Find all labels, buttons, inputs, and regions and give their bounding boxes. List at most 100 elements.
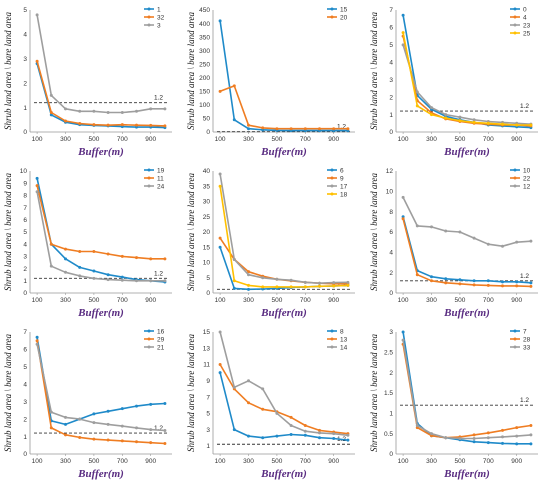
data-point xyxy=(49,242,53,246)
y-tick-label: 5 xyxy=(23,229,27,236)
data-point xyxy=(332,284,336,288)
y-tick-label: 1 xyxy=(206,443,210,450)
x-tick-label: 900 xyxy=(511,297,522,304)
data-point xyxy=(92,123,96,127)
y-tick-label: 30 xyxy=(203,199,211,206)
legend-marker xyxy=(147,184,151,188)
data-point xyxy=(472,433,476,437)
legend-marker xyxy=(513,23,517,27)
reference-label: 1.2 xyxy=(154,425,163,432)
series-line xyxy=(219,186,348,288)
data-point xyxy=(149,402,153,406)
x-tick-label: 100 xyxy=(215,136,226,143)
data-point xyxy=(64,415,67,419)
x-tick-label: 900 xyxy=(328,458,339,465)
data-point xyxy=(401,217,405,221)
y-tick-label: 2 xyxy=(23,80,27,87)
data-point xyxy=(515,284,519,288)
series-line xyxy=(36,185,165,260)
data-point xyxy=(49,264,53,268)
data-point xyxy=(346,280,350,284)
data-point xyxy=(430,432,433,436)
data-point xyxy=(458,230,462,234)
data-point xyxy=(275,411,279,415)
data-point xyxy=(149,441,153,445)
x-axis-title: Buffer(m) xyxy=(260,307,307,319)
data-point xyxy=(289,415,293,419)
data-point xyxy=(529,284,533,288)
x-tick-label: 100 xyxy=(215,297,226,304)
data-point xyxy=(303,424,307,428)
y-tick-label: 400 xyxy=(199,21,210,28)
data-point xyxy=(261,387,265,391)
data-point xyxy=(106,252,110,256)
legend-marker xyxy=(147,337,151,341)
legend-marker xyxy=(147,168,151,172)
legend-marker xyxy=(147,15,151,19)
data-point xyxy=(289,424,293,428)
data-point xyxy=(501,280,504,284)
x-tick-label: 100 xyxy=(398,458,409,465)
y-tick-label: 5 xyxy=(23,364,27,371)
data-point xyxy=(346,127,350,131)
data-point xyxy=(92,421,96,425)
data-point xyxy=(106,409,110,413)
data-point xyxy=(78,250,82,254)
y-tick-label: 6 xyxy=(389,229,393,236)
x-axis-title: Buffer(m) xyxy=(77,468,124,480)
x-tick-label: 100 xyxy=(32,136,43,143)
x-tick-label: 900 xyxy=(328,136,339,143)
data-point xyxy=(78,417,82,421)
legend-label: 22 xyxy=(523,175,531,182)
y-tick-label: 7 xyxy=(23,205,27,212)
y-tick-label: 0.5 xyxy=(384,431,393,438)
x-tick-label: 300 xyxy=(243,458,254,465)
data-point xyxy=(529,433,533,437)
y-tick-label: 35 xyxy=(203,183,211,190)
legend-label: 8 xyxy=(340,328,344,335)
data-point xyxy=(163,401,167,405)
legend-marker xyxy=(513,168,517,172)
data-point xyxy=(486,279,490,283)
chart-panel: 0 50 100 150 200 250 300 350 400 450 100 300 500 700 9… xyxy=(183,0,366,161)
data-point xyxy=(106,110,110,114)
legend-marker xyxy=(513,15,517,19)
data-point xyxy=(430,225,433,229)
legend-label: 10 xyxy=(523,167,531,174)
data-point xyxy=(135,109,138,113)
series-line xyxy=(36,63,165,129)
x-axis-title: Buffer(m) xyxy=(443,307,490,319)
data-point xyxy=(486,283,490,287)
series-line xyxy=(402,218,531,288)
data-point xyxy=(78,265,82,269)
legend-marker xyxy=(147,176,151,180)
legend-marker xyxy=(330,168,334,172)
y-tick-label: 1.5 xyxy=(384,390,393,397)
data-point xyxy=(232,279,236,283)
x-tick-label: 300 xyxy=(60,297,71,304)
data-point xyxy=(163,428,167,432)
data-point xyxy=(444,229,448,233)
data-point xyxy=(106,278,110,282)
series-line xyxy=(219,85,348,130)
legend-label: 6 xyxy=(340,167,344,174)
data-point xyxy=(458,278,462,282)
data-point xyxy=(64,270,67,274)
x-tick-label: 900 xyxy=(328,297,339,304)
chart-panel: 1 3 5 7 9 11 13 15 100 300 500 700 900 1.2 8 13 14 Buffer… xyxy=(183,322,366,483)
data-point xyxy=(318,281,321,285)
data-point xyxy=(92,250,96,254)
series-line xyxy=(219,173,348,284)
data-point xyxy=(92,109,96,113)
x-tick-label: 500 xyxy=(271,458,282,465)
data-point xyxy=(318,284,321,288)
data-point xyxy=(529,239,533,243)
y-tick-label: 7 xyxy=(389,7,393,14)
data-point xyxy=(472,437,476,441)
data-point xyxy=(415,273,419,277)
y-tick-label: 1 xyxy=(389,411,393,418)
x-axis-title: Buffer(m) xyxy=(77,146,124,158)
